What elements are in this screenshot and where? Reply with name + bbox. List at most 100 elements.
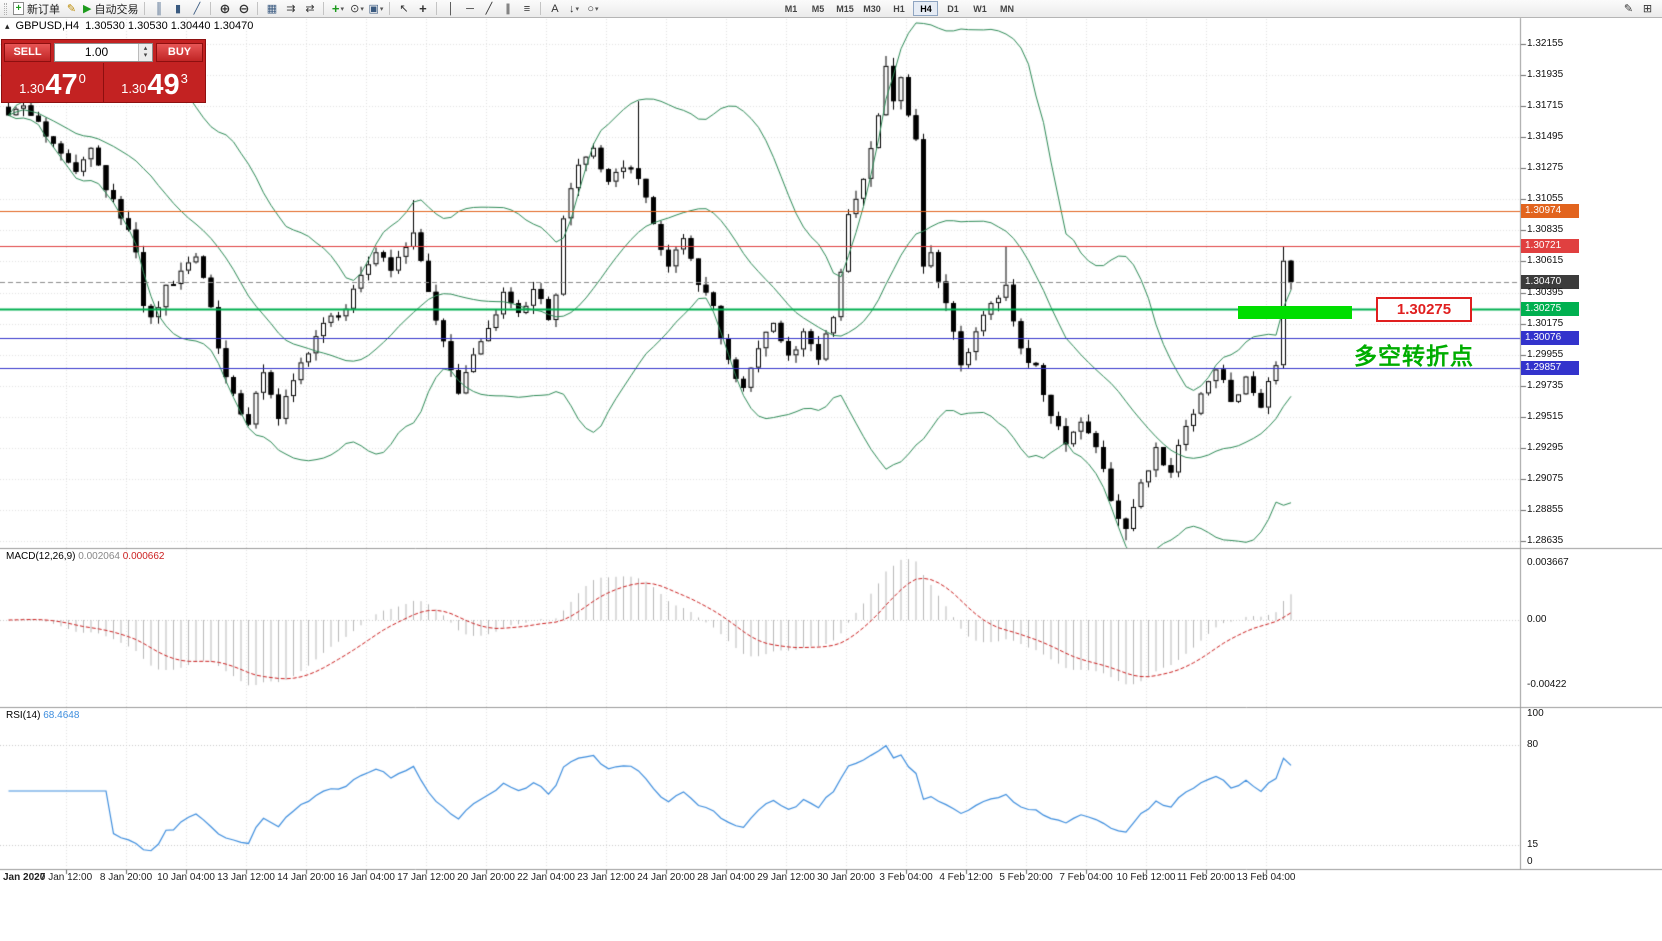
chart-shift-button[interactable]: ⇄ — [300, 1, 319, 17]
volume-value: 1.00 — [84, 44, 109, 59]
auto-scroll-icon: ⇉ — [286, 2, 296, 15]
zoom-in-icon: ⊕ — [219, 0, 231, 16]
bar-chart-icon: ║ — [155, 2, 163, 15]
timeframe-button-h4[interactable]: H4 — [913, 1, 939, 16]
periods-button[interactable]: ⊙ ▾ — [347, 1, 366, 17]
buy-price-prefix: 1.30 — [121, 81, 147, 96]
templates-icon: ▣ — [368, 2, 379, 15]
channel-button[interactable]: ∥ — [498, 1, 517, 17]
toolbar-separator — [144, 2, 146, 15]
highlight-line-annotation[interactable] — [1238, 306, 1352, 319]
dropdown-caret-icon: ▾ — [575, 5, 579, 13]
dropdown-caret-icon: ▾ — [340, 5, 345, 13]
window-grid-button[interactable]: ⊞ — [1638, 1, 1657, 17]
arrows-icon: ↓ — [568, 2, 575, 15]
zoom-out-button[interactable]: ⊖ — [234, 1, 253, 17]
timeframe-button-m5[interactable]: M5 — [811, 3, 825, 14]
channel-icon: ∥ — [505, 2, 511, 15]
timeframe-button-m30[interactable]: M30 — [863, 3, 881, 14]
trendline-button[interactable]: ╱ — [479, 1, 498, 17]
timeframe-button-m1[interactable]: M1 — [784, 3, 798, 14]
timeframe-toolbar: M1 M5 M15 M30 H1 H4 D1 W1 MN — [777, 1, 1020, 16]
timeframe-button-w1[interactable]: W1 — [973, 3, 987, 14]
candlestick-icon: ▮ — [174, 2, 181, 15]
volume-down-icon[interactable]: ▾ — [143, 52, 148, 59]
timeframe-button-mn[interactable]: MN — [999, 3, 1014, 14]
indicators-icon: + — [331, 0, 340, 16]
zoom-out-icon: ⊖ — [238, 0, 250, 16]
fibonacci-button[interactable]: ≡ — [517, 1, 536, 17]
zoom-in-button[interactable]: ⊕ — [215, 1, 234, 17]
toolbar-separator — [436, 2, 438, 15]
crosshair-icon: + — [419, 0, 427, 16]
line-chart-button[interactable]: ╱ — [187, 1, 206, 17]
sell-price-main: 47 — [45, 69, 78, 101]
volume-input[interactable]: 1.00 ▴ ▾ — [54, 42, 153, 62]
arrows-button[interactable]: ↓ ▾ — [564, 1, 583, 17]
toolbar-spacer — [602, 8, 777, 9]
grid-button[interactable]: ▦ — [262, 1, 281, 17]
toolbar-separator — [389, 2, 391, 15]
sell-button[interactable]: SELL — [4, 42, 51, 62]
trade-panel-prices: 1.30 47 0 1.30 49 3 — [2, 63, 205, 102]
new-order-icon: + — [13, 2, 24, 15]
candlestick-button[interactable]: ▮ — [168, 1, 187, 17]
volume-spinner[interactable]: ▴ ▾ — [138, 43, 152, 61]
metaeditor-button[interactable]: ✎ — [62, 1, 81, 17]
toolbar-right-group: ✎ ⊞ — [1619, 1, 1657, 17]
window-grid-icon: ⊞ — [1642, 2, 1653, 15]
autotrading-icon: ▶ — [83, 2, 92, 15]
crosshair-button[interactable]: + — [413, 1, 432, 17]
horizontal-line-icon: ─ — [466, 2, 474, 15]
new-order-label: 新订单 — [27, 3, 60, 16]
dropdown-caret-icon: ▾ — [360, 5, 364, 13]
line-chart-icon: ╱ — [193, 2, 201, 15]
vertical-line-icon: │ — [447, 2, 455, 15]
sell-price-prefix: 1.30 — [19, 81, 45, 96]
trade-panel-controls: SELL 1.00 ▴ ▾ BUY — [2, 40, 205, 63]
timeframe-button-d1[interactable]: D1 — [947, 3, 959, 14]
timeframe-button-m15[interactable]: M15 — [836, 3, 854, 14]
shapes-button[interactable]: ○ ▾ — [583, 1, 602, 17]
autotrading-button[interactable]: ▶ 自动交易 — [81, 1, 140, 17]
buy-price[interactable]: 1.30 49 3 — [104, 63, 205, 102]
bar-chart-button[interactable]: ║ — [149, 1, 168, 17]
periods-clock-icon: ⊙ — [350, 2, 360, 15]
fibonacci-icon: ≡ — [523, 2, 531, 15]
buy-price-main: 49 — [147, 69, 180, 101]
text-button[interactable]: A — [545, 1, 564, 17]
toolbar: + 新订单 ✎ ▶ 自动交易 ║ ▮ ╱ ⊕ ⊖ ▦ ⇉ ⇄ + ▾ ⊙ ▾ ▣ — [0, 0, 1662, 18]
metaeditor-icon: ✎ — [66, 2, 77, 15]
cursor-button[interactable]: ↖ — [394, 1, 413, 17]
auto-scroll-button[interactable]: ⇉ — [281, 1, 300, 17]
new-order-button[interactable]: + 新订单 — [11, 1, 62, 17]
sell-price-point: 0 — [78, 71, 86, 86]
horizontal-line-button[interactable]: ─ — [460, 1, 479, 17]
pencil-tool-button[interactable]: ✎ — [1619, 1, 1638, 17]
price-level-label[interactable]: 1.30275 — [1376, 297, 1472, 322]
volume-up-icon[interactable]: ▴ — [143, 45, 148, 52]
toolbar-separator — [323, 2, 325, 15]
vertical-line-button[interactable]: │ — [441, 1, 460, 17]
one-click-panel-toggle-icon[interactable]: ▴ — [5, 20, 10, 31]
turning-point-text[interactable]: 多空转折点 — [1354, 343, 1474, 369]
templates-button[interactable]: ▣ ▾ — [366, 1, 385, 17]
indicators-button[interactable]: + ▾ — [328, 1, 347, 17]
buy-button[interactable]: BUY — [156, 42, 203, 62]
dropdown-caret-icon: ▾ — [379, 5, 384, 13]
chart-shift-icon: ⇄ — [305, 2, 315, 15]
cursor-icon: ↖ — [399, 2, 409, 15]
autotrading-label: 自动交易 — [94, 3, 139, 16]
buy-price-point: 3 — [180, 71, 188, 86]
trendline-icon: ╱ — [485, 2, 493, 15]
grid-icon: ▦ — [266, 2, 278, 15]
pencil-icon: ✎ — [1623, 2, 1634, 15]
toolbar-separator — [210, 2, 212, 15]
one-click-trading-panel: SELL 1.00 ▴ ▾ BUY 1.30 47 0 1.30 49 3 — [1, 39, 206, 103]
toolbar-grip[interactable] — [4, 2, 7, 15]
timeframe-button-h1[interactable]: H1 — [893, 3, 905, 14]
dropdown-caret-icon: ▾ — [595, 5, 599, 13]
sell-price[interactable]: 1.30 47 0 — [2, 63, 103, 102]
